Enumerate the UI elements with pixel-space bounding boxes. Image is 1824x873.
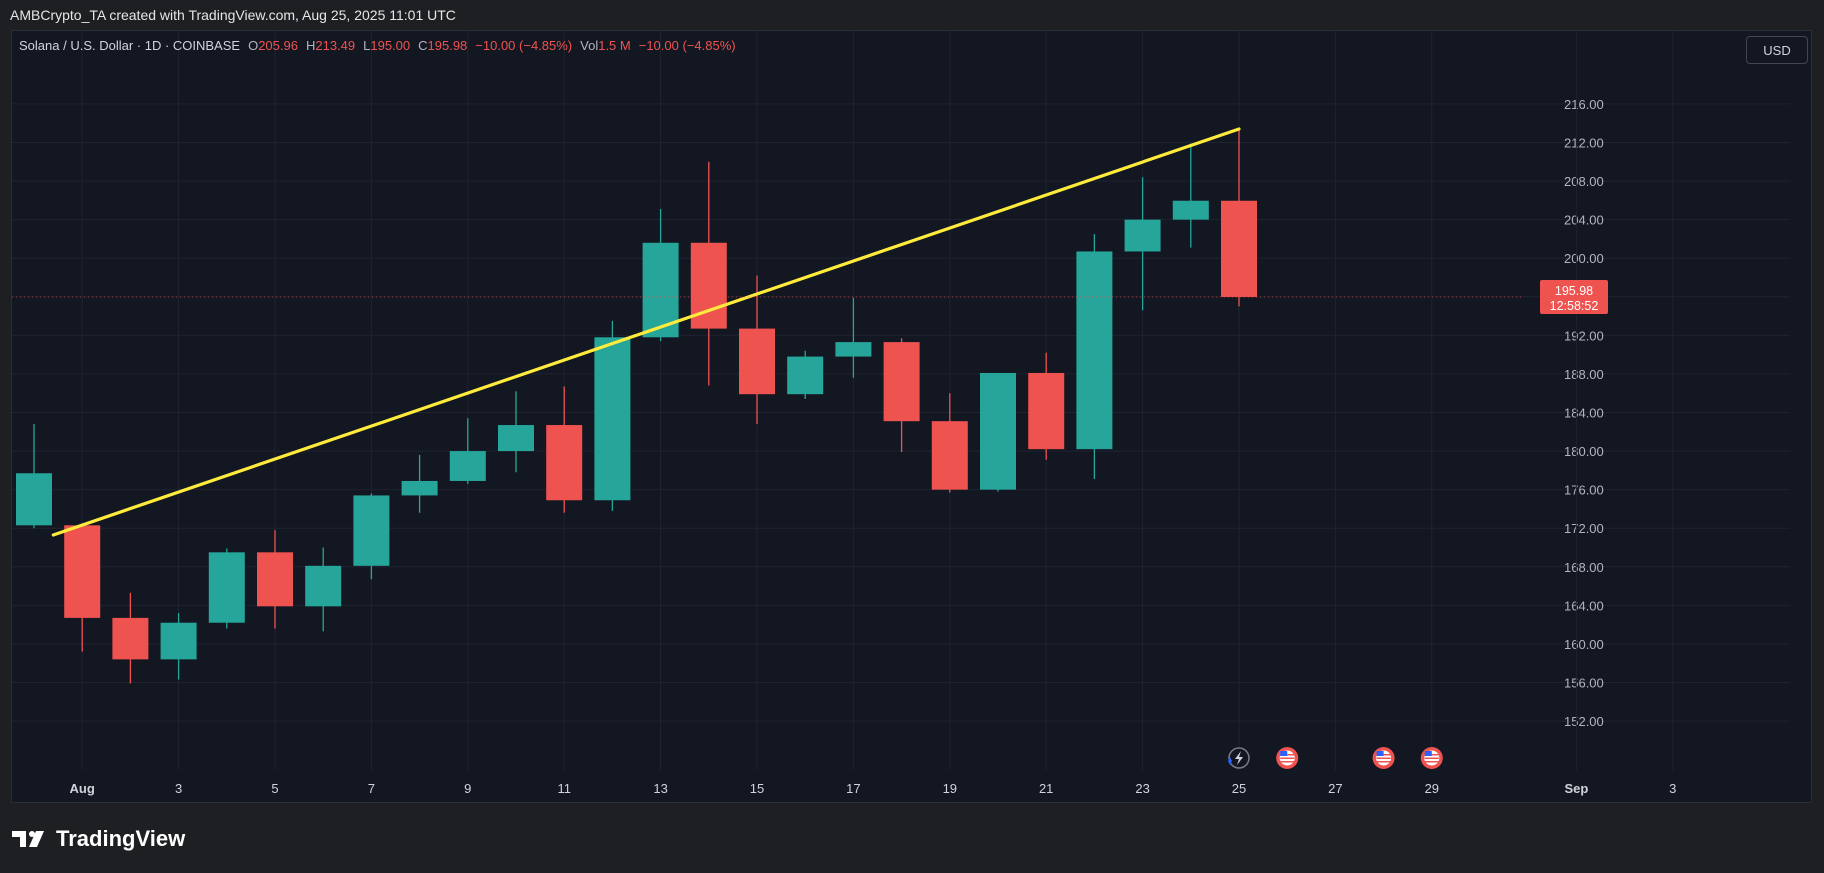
us-flag-canton <box>1424 751 1432 756</box>
currency-label: USD <box>1763 42 1791 58</box>
y-tick-label: 180.00 <box>1564 444 1604 459</box>
x-tick-label: 25 <box>1232 781 1246 796</box>
candle-body[interactable] <box>546 425 583 501</box>
open-value: 205.96 <box>258 38 298 53</box>
low-label: L <box>363 38 371 53</box>
high-value: 213.49 <box>315 38 356 53</box>
us-flag-stripe <box>1280 761 1295 763</box>
candle-body[interactable] <box>1076 251 1113 450</box>
price-badge <box>1540 279 1608 314</box>
us-flag-stripe <box>1424 757 1439 759</box>
y-tick-label: 172.00 <box>1564 521 1604 536</box>
candle-body[interactable] <box>835 342 872 357</box>
us-flag-stripe <box>1280 757 1295 759</box>
x-tick-label: 19 <box>943 781 957 796</box>
x-tick-label: 15 <box>750 781 764 796</box>
currency-button[interactable]: USD <box>1746 36 1808 64</box>
candle-body[interactable] <box>739 328 775 395</box>
candle-body[interactable] <box>305 565 342 607</box>
low-value: 195.00 <box>370 38 411 53</box>
candle-body[interactable] <box>1028 372 1065 450</box>
candle-body[interactable] <box>498 425 534 452</box>
volume-label: Vol <box>580 38 599 53</box>
y-tick-label: 164.00 <box>1564 598 1604 613</box>
symbol-name: Solana / U.S. Dollar · 1D · COINBASE <box>19 38 241 53</box>
x-tick-label: 23 <box>1135 781 1149 796</box>
x-tick-label: 3 <box>175 781 182 796</box>
us-flag-stripe <box>1376 757 1391 759</box>
y-tick-label: 156.00 <box>1564 676 1604 691</box>
us-flag-canton <box>1280 751 1288 756</box>
candle-body[interactable] <box>449 451 486 481</box>
lightning-bolt <box>1235 751 1243 765</box>
price-badge-value: 195.98 <box>1555 284 1593 298</box>
change-value: −10.00 (−4.85%) <box>475 38 573 53</box>
y-tick-label: 216.00 <box>1564 97 1604 112</box>
candle-body[interactable] <box>16 473 52 526</box>
candle-body[interactable] <box>257 552 293 607</box>
us-flag-stripe <box>1376 761 1391 763</box>
close-value: 195.98 <box>427 38 468 53</box>
tradingview-brand[interactable]: TradingView <box>12 824 185 854</box>
candle-body[interactable] <box>594 337 631 501</box>
candle-body[interactable] <box>64 525 101 618</box>
high-label: H <box>305 38 316 53</box>
y-tick-label: 152.00 <box>1564 714 1604 729</box>
x-tick-label: 7 <box>368 781 375 796</box>
y-tick-label: 188.00 <box>1564 367 1604 382</box>
x-tick-label: 17 <box>846 781 860 796</box>
y-tick-label: 160.00 <box>1564 637 1604 652</box>
y-tick-label: 208.00 <box>1564 174 1604 189</box>
candle-body[interactable] <box>1221 200 1257 297</box>
brand-name: TradingView <box>56 826 186 851</box>
y-tick-label: 168.00 <box>1564 560 1604 575</box>
y-tick-label: 184.00 <box>1564 406 1604 421</box>
candle-body[interactable] <box>160 622 197 660</box>
x-tick-label: 9 <box>464 781 471 796</box>
candle-body[interactable] <box>401 480 438 496</box>
y-tick-label: 176.00 <box>1564 483 1604 498</box>
sparkle-icon <box>1228 757 1232 765</box>
y-tick-label: 204.00 <box>1564 213 1604 228</box>
close-label: C <box>418 38 428 53</box>
volume-change: −10.00 (−4.85%) <box>638 38 736 53</box>
x-tick-label: 11 <box>557 781 571 796</box>
x-tick-label: Sep <box>1564 781 1588 796</box>
open-label: O <box>248 38 259 53</box>
candle-body[interactable] <box>931 421 968 490</box>
x-tick-label: 27 <box>1328 781 1342 796</box>
x-tick-label: 21 <box>1039 781 1053 796</box>
candle-body[interactable] <box>1124 219 1161 252</box>
us-flag-canton <box>1376 751 1384 756</box>
candle-body[interactable] <box>883 342 920 422</box>
attribution-bar: AMBCrypto_TA created with TradingView.co… <box>0 0 1824 30</box>
y-tick-label: 212.00 <box>1564 136 1604 151</box>
attribution-text: AMBCrypto_TA created with TradingView.co… <box>10 7 456 23</box>
candle-body[interactable] <box>980 372 1016 490</box>
price-badge-countdown: 12:58:52 <box>1550 299 1599 313</box>
y-tick-label: 192.00 <box>1564 328 1604 343</box>
x-tick-label: 29 <box>1425 781 1439 796</box>
volume-value: 1.5 M <box>598 38 631 53</box>
x-tick-label: 5 <box>271 781 278 796</box>
candle-body[interactable] <box>112 617 149 660</box>
us-flag-stripe <box>1424 761 1439 763</box>
x-tick-label: 13 <box>653 781 667 796</box>
x-tick-label: Aug <box>70 781 95 796</box>
tradingview-logo-icon <box>12 831 44 847</box>
candle-body[interactable] <box>787 356 824 395</box>
y-tick-label: 200.00 <box>1564 251 1604 266</box>
candle-body[interactable] <box>1172 200 1209 220</box>
symbol-legend: Solana / U.S. Dollar · 1D · COINBASE O 2… <box>19 38 736 53</box>
x-tick-label: 3 <box>1669 781 1676 796</box>
candle-body[interactable] <box>353 495 390 566</box>
resistance-trendline[interactable] <box>51 127 1241 537</box>
candle-body[interactable] <box>208 552 245 623</box>
